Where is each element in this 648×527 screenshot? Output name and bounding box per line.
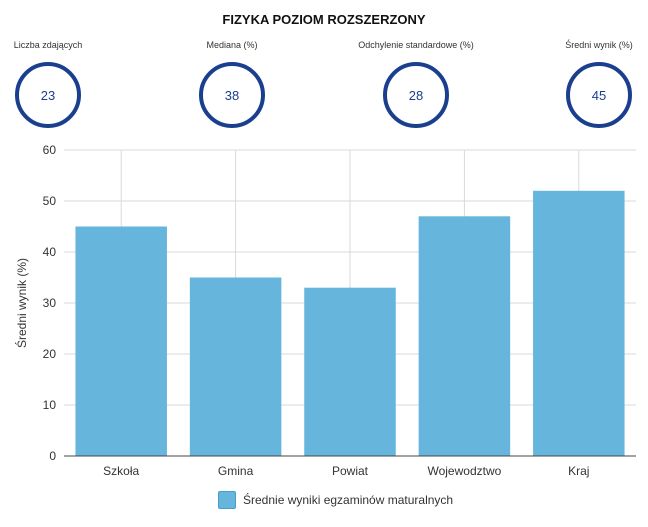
x-tick-label: Szkoła (103, 464, 139, 478)
stat-count-label: Liczba zdających (13, 40, 83, 50)
x-tick-label: Wojewodztwo (427, 464, 501, 478)
y-tick-label: 10 (43, 398, 57, 412)
y-tick-label: 30 (43, 296, 57, 310)
y-tick-label: 50 (43, 194, 57, 208)
chart-title: FIZYKA POZIOM ROZSZERZONY (222, 12, 426, 27)
x-tick-label: Gmina (218, 464, 254, 478)
bar-wojewodztwo (418, 216, 511, 456)
stat-stddev-value: 28 (383, 62, 449, 128)
x-tick-label: Kraj (568, 464, 589, 478)
stat-median: Mediana (%) 38 (162, 38, 302, 128)
y-tick-label: 0 (49, 449, 56, 463)
y-tick-label: 20 (43, 347, 57, 361)
bar-szkoła (75, 226, 167, 456)
legend[interactable]: Średnie wyniki egzaminów maturalnych (218, 491, 453, 509)
stat-mean-label: Średni wynik (%) (565, 40, 633, 50)
y-tick-label: 40 (43, 245, 57, 259)
bar-kraj (533, 190, 625, 457)
y-tick-label: 60 (43, 143, 57, 157)
stat-count-value: 23 (15, 62, 81, 128)
stat-stddev: Odchylenie standardowe (%) 28 (346, 38, 486, 128)
stat-mean-value: 45 (566, 62, 632, 128)
legend-label: Średnie wyniki egzaminów maturalnych (243, 493, 454, 507)
x-tick-label: Powiat (332, 464, 369, 478)
bar-powiat (304, 287, 396, 456)
stat-stddev-label: Odchylenie standardowe (%) (358, 40, 474, 50)
stat-count: Liczba zdających 23 (0, 38, 118, 128)
y-axis-title: Średni wynik (%) (14, 258, 29, 348)
stat-median-label: Mediana (%) (206, 40, 258, 50)
bar-gmina (189, 277, 282, 456)
stat-mean: Średni wynik (%) 45 (529, 38, 648, 128)
stat-median-value: 38 (199, 62, 265, 128)
legend-swatch (218, 491, 236, 509)
